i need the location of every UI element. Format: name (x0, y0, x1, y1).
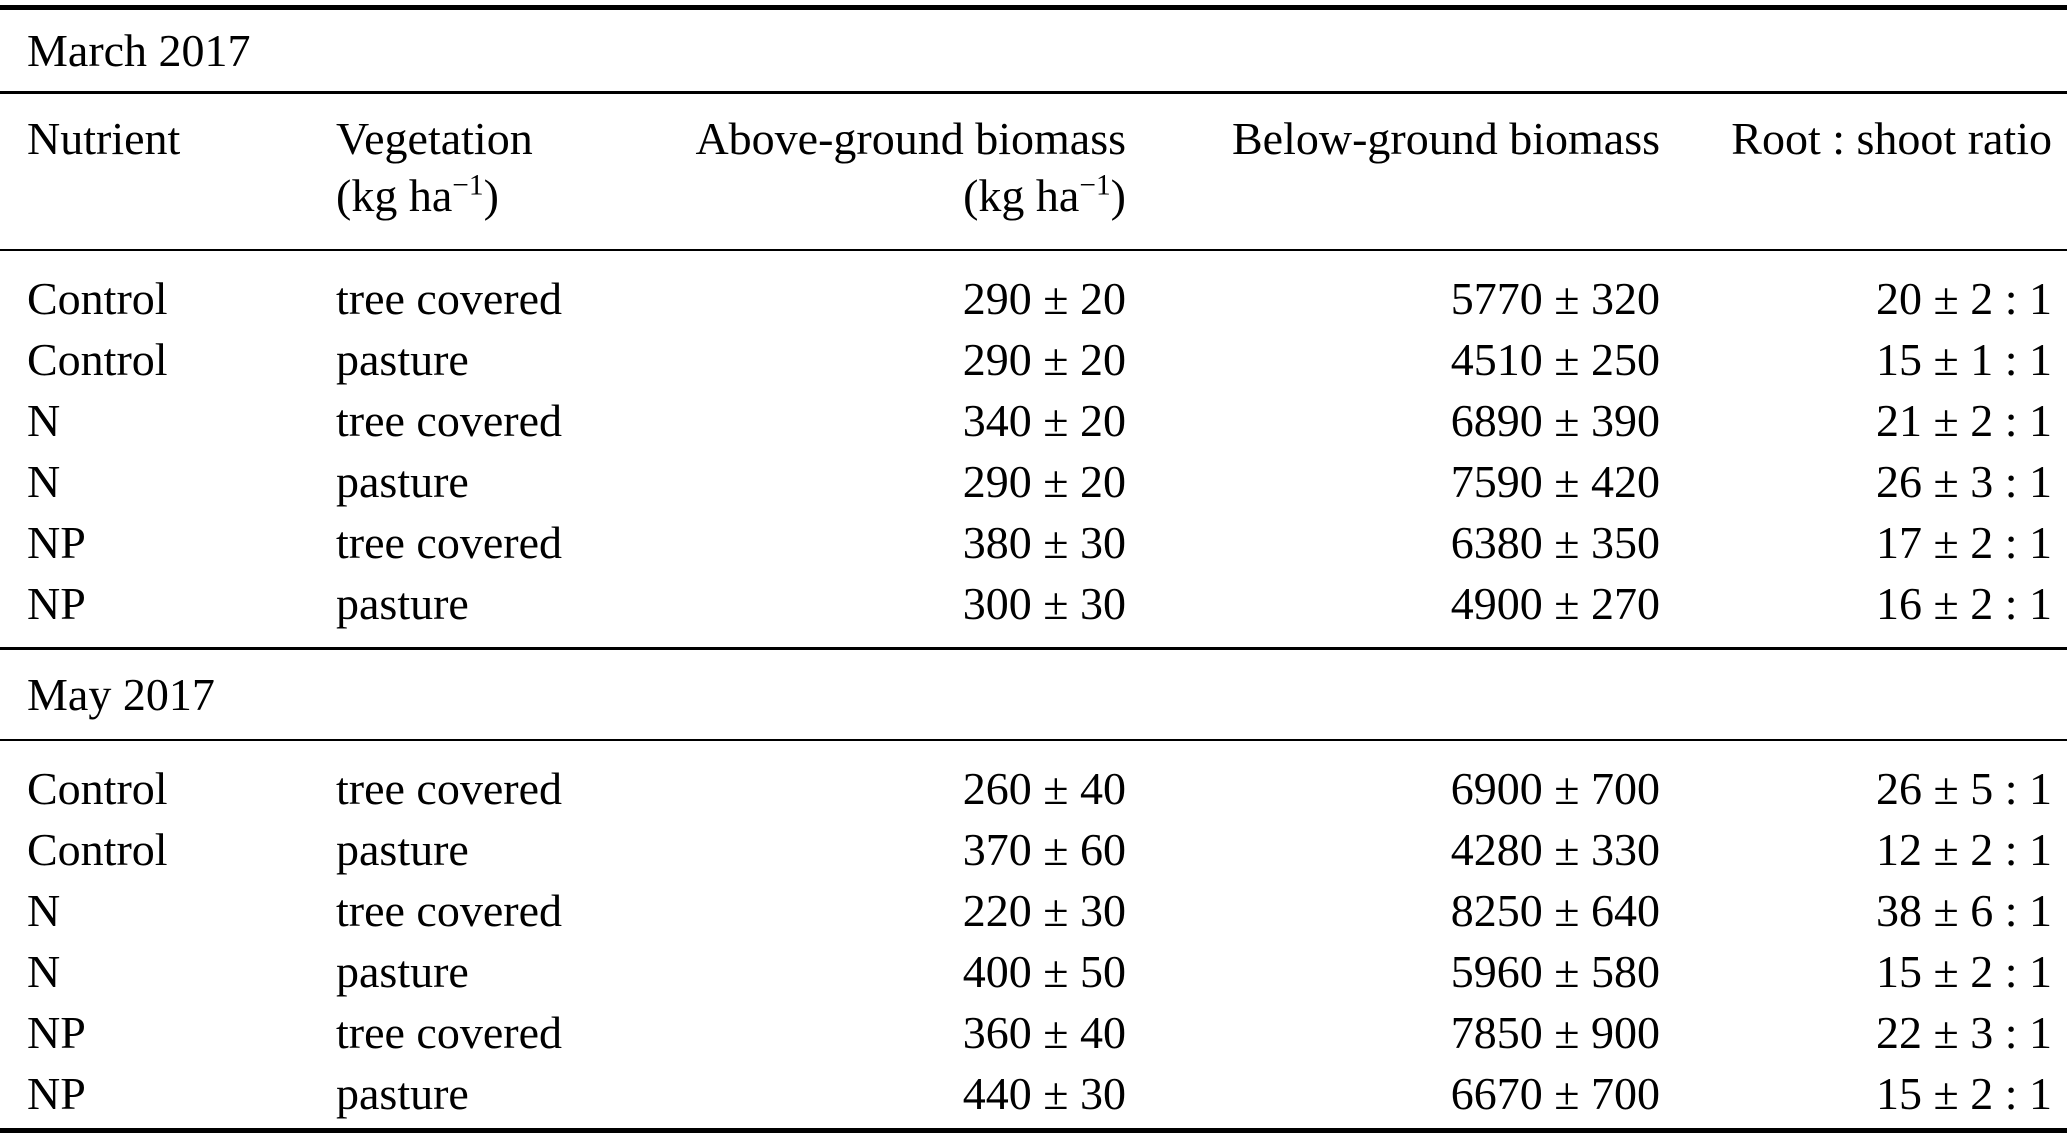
section-march: March 2017 (0, 10, 2067, 91)
cell-below-ground: 5960 ± 580 (1450, 946, 1660, 997)
cell-below-ground: 4900 ± 270 (1450, 578, 1660, 629)
cell-root-shoot-ratio: 22 ± 3 : 1 (1875, 1007, 2052, 1058)
rule-after-may-title (0, 739, 2067, 741)
table-row: N pasture 400 ± 50 5960 ± 580 15 ± 2 : 1 (0, 941, 2067, 1002)
table-row: NP tree covered 380 ± 30 6380 ± 350 17 ±… (0, 512, 2067, 573)
cell-nutrient: N (27, 946, 61, 997)
cell-root-shoot-ratio: 20 ± 2 : 1 (1875, 273, 2052, 324)
table-row: Control tree covered 290 ± 20 5770 ± 320… (0, 268, 2067, 329)
cell-above-ground: 440 ± 30 (962, 1068, 1126, 1119)
table-row: NP tree covered 360 ± 40 7850 ± 900 22 ±… (0, 1002, 2067, 1063)
cell-below-ground: 4510 ± 250 (1450, 334, 1660, 385)
table-row: N tree covered 220 ± 30 8250 ± 640 38 ± … (0, 880, 2067, 941)
cell-vegetation: tree covered (336, 395, 563, 446)
cell-below-ground: 7850 ± 900 (1450, 1007, 1660, 1058)
table-row: N pasture 290 ± 20 7590 ± 420 26 ± 3 : 1 (0, 451, 2067, 512)
cell-below-ground: 8250 ± 640 (1450, 885, 1660, 936)
cell-vegetation: pasture (336, 824, 469, 875)
table-row: NP pasture 300 ± 30 4900 ± 270 16 ± 2 : … (0, 573, 2067, 634)
column-header-nutrient: Nutrient (27, 113, 181, 164)
cell-above-ground: 360 ± 40 (962, 1007, 1126, 1058)
section-title-march: March 2017 (27, 25, 251, 76)
cell-below-ground: 6380 ± 350 (1450, 517, 1660, 568)
cell-root-shoot-ratio: 26 ± 5 : 1 (1875, 763, 2052, 814)
column-header-root-shoot-ratio: Root : shoot ratio (1731, 113, 2052, 164)
cell-above-ground: 400 ± 50 (962, 946, 1126, 997)
cell-below-ground: 6670 ± 700 (1450, 1068, 1660, 1119)
rule-top (0, 5, 2067, 10)
vegetation-unit: (kg ha−1) (336, 169, 499, 221)
column-header-above-ground-biomass: Above-ground biomass (kg ha−1) (646, 110, 1126, 249)
cell-above-ground: 260 ± 40 (962, 763, 1126, 814)
cell-below-ground: 6900 ± 700 (1450, 763, 1660, 814)
cell-below-ground: 7590 ± 420 (1450, 456, 1660, 507)
cell-vegetation: pasture (336, 946, 469, 997)
cell-vegetation: pasture (336, 334, 469, 385)
cell-above-ground: 370 ± 60 (962, 824, 1126, 875)
cell-nutrient: Control (27, 763, 168, 814)
cell-vegetation: tree covered (336, 885, 563, 936)
cell-nutrient: Control (27, 824, 168, 875)
cell-root-shoot-ratio: 16 ± 2 : 1 (1875, 578, 2052, 629)
cell-vegetation: tree covered (336, 517, 563, 568)
rule-before-may (0, 647, 2067, 650)
column-header-below-ground-biomass: Below-ground biomass (1231, 113, 1660, 164)
section-may: May 2017 (0, 650, 2067, 739)
cell-vegetation: pasture (336, 456, 469, 507)
section-title-may: May 2017 (27, 669, 215, 720)
cell-nutrient: N (27, 456, 61, 507)
may-rows: Control tree covered 260 ± 40 6900 ± 700… (0, 741, 2067, 1124)
cell-above-ground: 220 ± 30 (962, 885, 1126, 936)
column-header-row: Nutrient Vegetation (kg ha−1) Above-grou… (0, 94, 2067, 249)
table-row: Control pasture 370 ± 60 4280 ± 330 12 ±… (0, 819, 2067, 880)
cell-nutrient: NP (27, 517, 86, 568)
cell-above-ground: 290 ± 20 (962, 273, 1126, 324)
cell-below-ground: 4280 ± 330 (1450, 824, 1660, 875)
cell-above-ground: 290 ± 20 (962, 456, 1126, 507)
cell-root-shoot-ratio: 17 ± 2 : 1 (1875, 517, 2052, 568)
cell-vegetation: tree covered (336, 273, 563, 324)
cell-nutrient: NP (27, 1068, 86, 1119)
cell-vegetation: tree covered (336, 1007, 563, 1058)
rule-after-march-title (0, 91, 2067, 94)
cell-above-ground: 290 ± 20 (962, 334, 1126, 385)
cell-root-shoot-ratio: 15 ± 2 : 1 (1875, 1068, 2052, 1119)
cell-root-shoot-ratio: 15 ± 1 : 1 (1875, 334, 2052, 385)
cell-vegetation: pasture (336, 1068, 469, 1119)
cell-nutrient: Control (27, 334, 168, 385)
cell-above-ground: 300 ± 30 (962, 578, 1126, 629)
table-row: NP pasture 440 ± 30 6670 ± 700 15 ± 2 : … (0, 1063, 2067, 1124)
cell-root-shoot-ratio: 12 ± 2 : 1 (1875, 824, 2052, 875)
march-rows: Control tree covered 290 ± 20 5770 ± 320… (0, 251, 2067, 647)
cell-nutrient: N (27, 885, 61, 936)
cell-below-ground: 5770 ± 320 (1450, 273, 1660, 324)
cell-above-ground: 340 ± 20 (962, 395, 1126, 446)
cell-root-shoot-ratio: 26 ± 3 : 1 (1875, 456, 2052, 507)
above-ground-unit: (kg ha−1) (963, 169, 1126, 221)
table-row: N tree covered 340 ± 20 6890 ± 390 21 ± … (0, 390, 2067, 451)
cell-vegetation: pasture (336, 578, 469, 629)
cell-nutrient: NP (27, 1007, 86, 1058)
cell-nutrient: N (27, 395, 61, 446)
cell-root-shoot-ratio: 38 ± 6 : 1 (1875, 885, 2052, 936)
table-row: Control pasture 290 ± 20 4510 ± 250 15 ±… (0, 329, 2067, 390)
cell-vegetation: tree covered (336, 763, 563, 814)
rule-after-header (0, 249, 2067, 251)
cell-root-shoot-ratio: 21 ± 2 : 1 (1875, 395, 2052, 446)
rule-bottom (0, 1128, 2067, 1133)
cell-above-ground: 380 ± 30 (962, 517, 1126, 568)
table-row: Control tree covered 260 ± 40 6900 ± 700… (0, 758, 2067, 819)
cell-below-ground: 6890 ± 390 (1450, 395, 1660, 446)
cell-root-shoot-ratio: 15 ± 2 : 1 (1875, 946, 2052, 997)
cell-nutrient: Control (27, 273, 168, 324)
column-header-vegetation: Vegetation (kg ha−1) (336, 110, 646, 249)
cell-nutrient: NP (27, 578, 86, 629)
